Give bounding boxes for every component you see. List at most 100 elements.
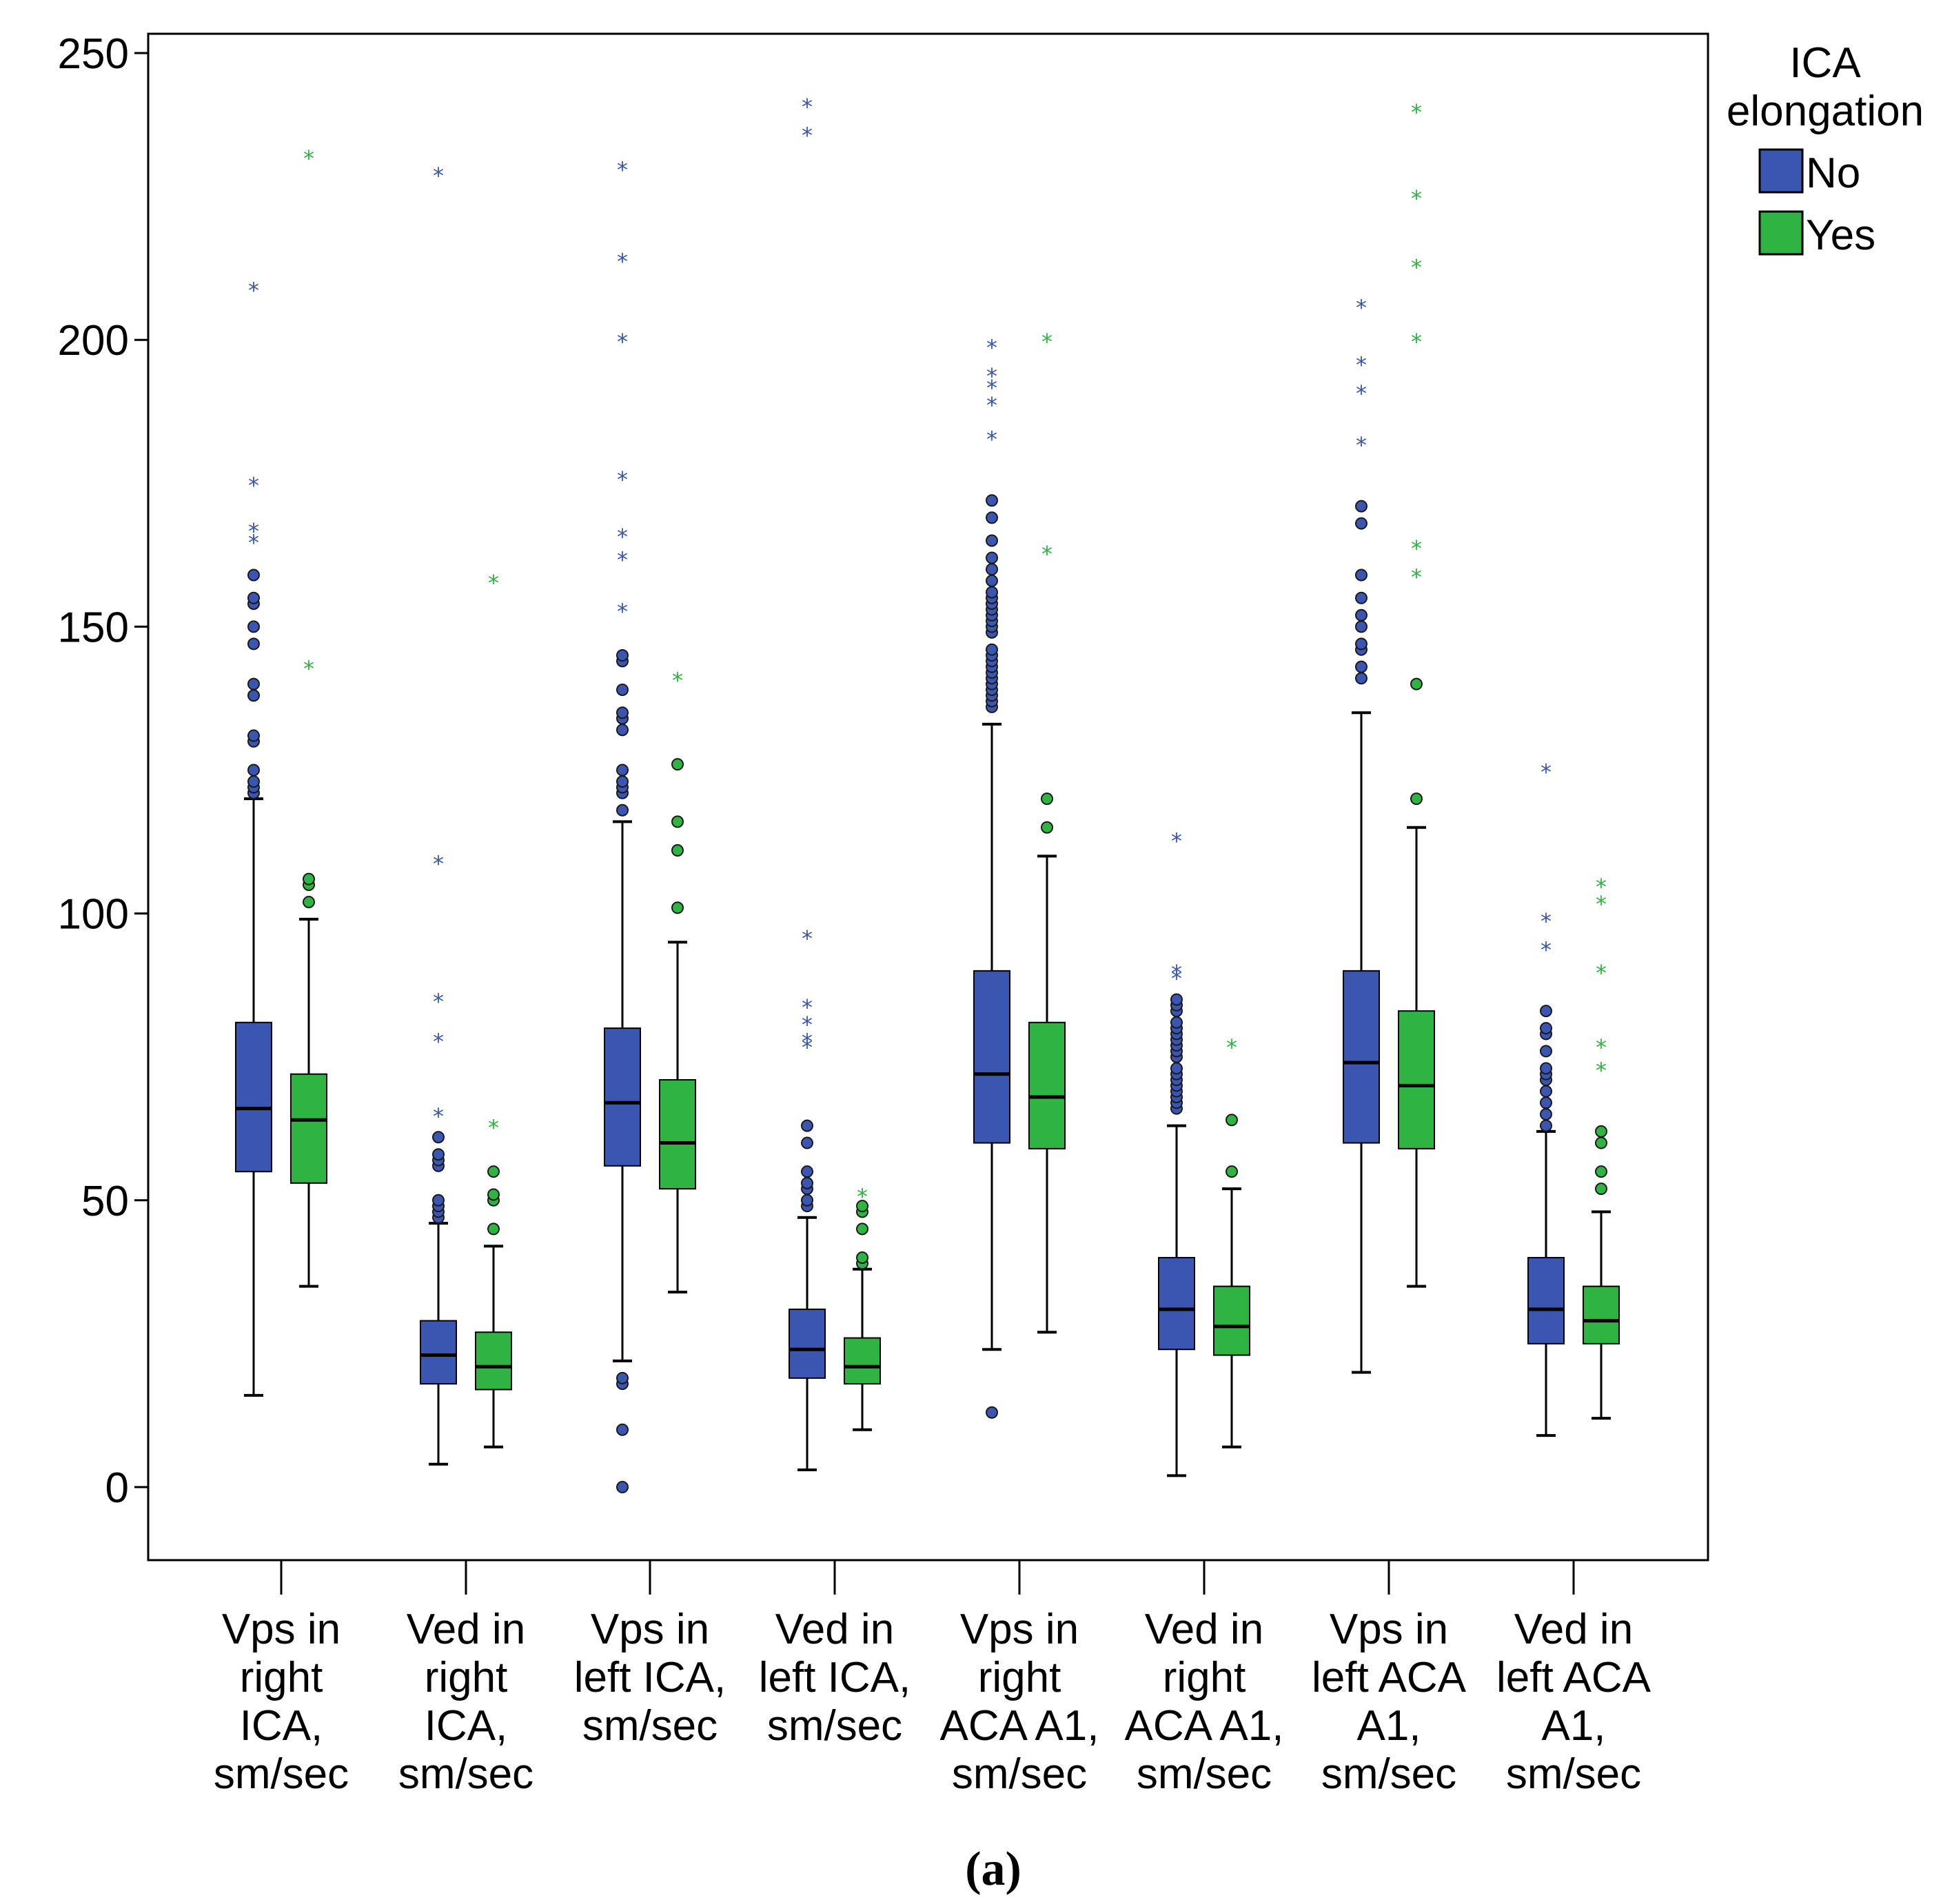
outlier-point <box>671 758 684 771</box>
box-yes-3: * <box>844 1183 881 1431</box>
outlier-point <box>671 844 684 857</box>
outlier-point <box>1170 1062 1183 1075</box>
outlier-point <box>1595 1183 1607 1196</box>
x-category-label-line: sm/sec <box>767 1702 902 1750</box>
box-iqr <box>1583 1285 1620 1344</box>
outlier-point <box>1355 591 1368 604</box>
extreme-point: * <box>617 156 628 183</box>
outlier-point <box>432 1148 445 1161</box>
legend-label: No <box>1806 150 1860 197</box>
extreme-point: * <box>1411 564 1422 590</box>
outlier-point <box>1041 792 1053 806</box>
legend-title: ICA <box>1789 39 1861 87</box>
outlier-point <box>856 1251 868 1265</box>
outlier-point <box>247 764 260 777</box>
x-category-label: Ved in right ICA, sm/sec <box>398 1606 533 1798</box>
outlier-point <box>616 649 629 662</box>
extreme-point: * <box>488 1115 499 1141</box>
x-category-label: Vps in right ACA A1, sm/sec <box>940 1606 1099 1798</box>
x-category-label-line: sm/sec <box>214 1750 349 1798</box>
x-category-label: Vps in left ACA A1, sm/sec <box>1312 1606 1467 1798</box>
box-yes-4: ** <box>1028 329 1066 1334</box>
outlier-point <box>616 1423 629 1436</box>
outlier-point <box>801 1194 813 1207</box>
outlier-point <box>1540 1107 1552 1120</box>
outlier-point <box>1355 660 1368 673</box>
outlier-point <box>986 586 998 599</box>
box-iqr <box>420 1320 457 1385</box>
outlier-point <box>247 620 260 633</box>
outlier-point <box>487 1222 500 1236</box>
extreme-point: * <box>1356 380 1367 407</box>
extreme-point: * <box>248 472 259 498</box>
extreme-point: * <box>617 547 628 573</box>
outlier-point <box>303 895 315 908</box>
outlier-point <box>1355 672 1368 685</box>
extreme-point: * <box>617 598 628 624</box>
box-iqr <box>235 1021 272 1173</box>
extreme-point: * <box>1411 185 1422 212</box>
extreme-point: * <box>1356 351 1367 378</box>
outlier-point <box>616 803 629 817</box>
x-category-label-line: right <box>978 1654 1061 1701</box>
x-category-label-line: A1, <box>1541 1702 1605 1750</box>
extreme-point: * <box>1171 965 1182 992</box>
outlier-point <box>986 534 998 547</box>
extreme-point: * <box>986 375 997 401</box>
outlier-point <box>432 1194 445 1207</box>
box-iqr <box>1028 1021 1066 1149</box>
outlier-point <box>1540 1062 1552 1075</box>
x-category-label-line: left ICA, <box>759 1654 911 1701</box>
box-no-2: ******* <box>604 156 641 1493</box>
outlier-point <box>1410 792 1423 806</box>
x-category-label: Ved in right ACA A1, sm/sec <box>1125 1606 1284 1798</box>
extreme-point: * <box>672 667 683 693</box>
outlier-point <box>616 683 629 696</box>
extreme-point: * <box>1596 1034 1607 1061</box>
extreme-point: * <box>1356 432 1367 458</box>
box-iqr <box>1343 970 1380 1144</box>
x-category-label-line: sm/sec <box>952 1750 1087 1798</box>
extreme-point: * <box>1541 937 1552 963</box>
outlier-point <box>1226 1114 1238 1127</box>
extreme-point: * <box>617 524 628 550</box>
extreme-point: * <box>1041 329 1053 355</box>
outlier-point <box>801 1165 813 1178</box>
outlier-point <box>1540 1022 1552 1035</box>
outlier-point <box>616 706 629 719</box>
plot-marks: ****************************************… <box>235 94 1620 1493</box>
y-tick-label: 100 <box>58 891 129 939</box>
outlier-point <box>1595 1125 1607 1138</box>
outlier-point <box>616 1371 629 1384</box>
extreme-point: * <box>303 145 314 172</box>
outlier-point <box>1540 1119 1552 1132</box>
outlier-point <box>1355 620 1368 633</box>
extreme-point: * <box>1596 960 1607 986</box>
outlier-point <box>986 643 998 656</box>
extreme-point: * <box>617 467 628 493</box>
plot-frame <box>147 32 1709 1562</box>
x-category-label-line: left ACA <box>1312 1654 1467 1701</box>
box-iqr <box>1213 1285 1250 1356</box>
outlier-point <box>1355 637 1368 651</box>
extreme-point: * <box>802 123 813 149</box>
extreme-point: * <box>1171 960 1182 986</box>
box-no-6: **** <box>1343 294 1380 1374</box>
extreme-point: * <box>248 518 259 544</box>
extreme-point: * <box>433 163 444 189</box>
extreme-point: * <box>1356 294 1367 320</box>
box-iqr <box>475 1331 512 1391</box>
box-yes-7: ***** <box>1583 874 1620 1420</box>
outlier-point <box>247 775 260 788</box>
extreme-point: * <box>1596 874 1607 900</box>
outlier-point <box>432 1131 445 1144</box>
box-no-0: **** <box>235 277 272 1397</box>
outlier-point <box>1595 1165 1607 1178</box>
extreme-point: * <box>802 1012 813 1038</box>
x-category-label-line: Ved in <box>775 1606 894 1653</box>
extreme-point: * <box>802 1029 813 1055</box>
extreme-point: * <box>986 363 997 389</box>
extreme-point: * <box>1541 908 1552 934</box>
